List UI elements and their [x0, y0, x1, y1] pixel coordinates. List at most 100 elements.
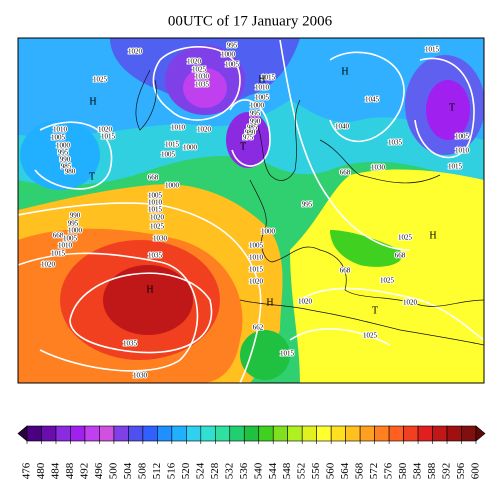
isobar-label: 1000	[68, 227, 83, 235]
isobar-label: 1015	[51, 250, 66, 258]
isobar-label: 1000	[261, 228, 276, 236]
colorbar-label: 528	[209, 462, 221, 479]
colorbar-label: 548	[281, 462, 293, 479]
isobar-label: 995	[227, 42, 238, 50]
isobar-label: 1030	[195, 73, 210, 81]
colorbar-label: 584	[412, 462, 424, 479]
pressure-center: H	[258, 74, 265, 85]
colorbar-label: 536	[238, 462, 250, 479]
pressure-center: T	[89, 171, 95, 182]
isobar-label: 1010	[58, 242, 73, 250]
colorbar-segment	[128, 425, 144, 442]
map-frame	[17, 37, 485, 384]
isobar-label: 1020	[128, 48, 143, 56]
colorbar-segment	[359, 425, 375, 442]
isobar-label: 990	[70, 212, 81, 220]
colorbar-segment	[142, 425, 158, 442]
isobar-label: 668	[395, 252, 406, 260]
isobar-label: 1005	[161, 151, 176, 159]
colorbar-label: 596	[455, 462, 467, 479]
isobar-label: 975	[243, 134, 254, 142]
isobar-label: 1025	[150, 223, 165, 231]
isobar-label: 995	[58, 149, 69, 157]
colorbar-label: 512	[151, 463, 163, 480]
colorbar-label: 484	[49, 462, 61, 479]
isobar-label: 1015	[280, 350, 295, 358]
pressure-center: H	[266, 297, 273, 308]
isobar-label: 990	[60, 156, 71, 164]
colorbar-segment	[113, 425, 129, 442]
isobar-label: 1015	[101, 133, 116, 141]
isobar-label: 1005	[225, 61, 240, 69]
colorbar-segment	[186, 425, 202, 442]
colorbar-label: 532	[223, 463, 235, 480]
colorbar-label: 544	[267, 462, 279, 479]
isobar-label: 1005	[63, 235, 78, 243]
isobar-label: 1025	[192, 66, 207, 74]
isobar-label: 1025	[93, 76, 108, 84]
isobar-label: 1025	[380, 277, 395, 285]
colorbar-label: 516	[165, 462, 177, 479]
colorbar-segment	[287, 425, 303, 442]
isobar-label: 1010	[255, 84, 270, 92]
colorbar-label: 580	[397, 462, 409, 479]
isobar-label: 1035	[388, 139, 403, 147]
isobar-label: 1010	[249, 254, 264, 262]
isobar-label: 1040	[335, 123, 350, 131]
isobar-label: 1020	[41, 261, 56, 269]
pressure-center: H	[429, 230, 436, 241]
isobar-label: 668	[53, 232, 64, 240]
isobar-label: 980	[245, 129, 256, 137]
isobar-label: 1015	[261, 74, 276, 82]
colorbar-label: 508	[136, 462, 148, 479]
isobar-label: 1005	[249, 242, 264, 250]
isobar-label: 1020	[150, 214, 165, 222]
isobar-label: 1020	[249, 278, 264, 286]
isobar-label: 995	[68, 220, 79, 228]
colorbar-label: 552	[296, 463, 308, 480]
isobar-label: 995	[250, 110, 261, 118]
colorbar-segment	[200, 425, 216, 442]
colorbar-segment	[243, 425, 260, 442]
colorbar-segment	[388, 425, 404, 442]
isobar-label: 1020	[187, 58, 202, 66]
isobar-label: 668	[148, 174, 159, 182]
colorbar-segment	[345, 425, 361, 442]
isobar-label: 662	[253, 324, 264, 332]
isobar-label: 1005	[455, 133, 470, 141]
colorbar-label: 476	[21, 462, 33, 479]
colorbar-segment	[41, 425, 57, 442]
isobar-label: 985	[247, 124, 258, 132]
colorbar-label: 504	[122, 462, 134, 479]
isobar-label: 1030	[133, 372, 148, 380]
colorbar-label: 588	[426, 462, 438, 479]
colorbar-segment	[84, 425, 100, 442]
colorbar-segment	[461, 425, 477, 442]
isobar-label: 668	[340, 169, 351, 177]
isobar-label: 1030	[371, 164, 386, 172]
isobar-label: 1035	[148, 252, 163, 260]
colorbar-label: 492	[78, 463, 90, 480]
isobar-label: 1015	[148, 206, 163, 214]
colorbar-segment	[330, 425, 346, 442]
map-fill	[18, 38, 484, 383]
isobar-label: 985	[61, 163, 72, 171]
colorbar-segment	[432, 425, 448, 442]
isobar-label: 1010	[171, 124, 186, 132]
colorbar-segment	[171, 425, 187, 442]
colorbar-label: 560	[325, 462, 337, 479]
isobar-label: 1000	[56, 142, 71, 150]
isobar-label: 1025	[398, 234, 413, 242]
colorbar-label: 576	[383, 462, 395, 479]
colorbar-segment	[272, 425, 289, 442]
isobar-label: 1005	[51, 134, 66, 142]
colorbar-label: 592	[441, 463, 453, 480]
colorbar-label: 556	[310, 462, 322, 479]
colorbar-segment	[70, 425, 86, 442]
isobar-label: 1035	[195, 81, 210, 89]
pressure-center: T	[449, 102, 455, 113]
colorbar-segment	[258, 425, 274, 442]
colorbar-segment	[99, 425, 115, 442]
isobar-label: 1030	[153, 235, 168, 243]
isobar-label: 1020	[98, 126, 113, 134]
